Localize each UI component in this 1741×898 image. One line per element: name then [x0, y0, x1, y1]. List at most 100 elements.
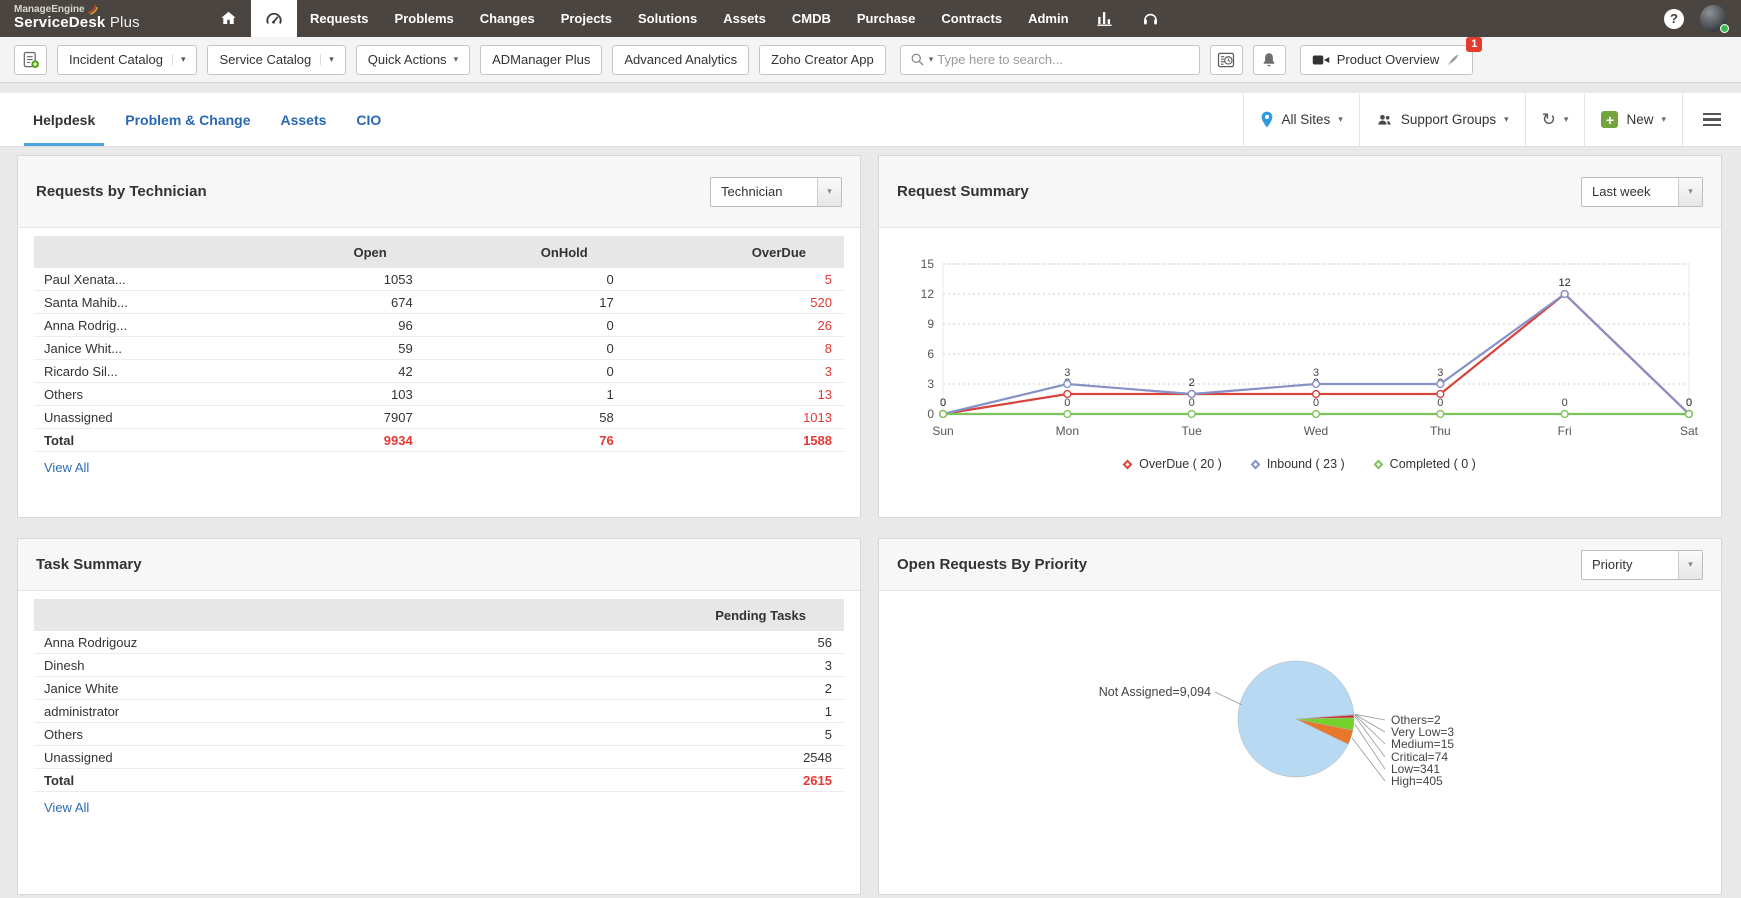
nav-item-projects[interactable]: Projects [560, 11, 612, 26]
dashboard-nav-button[interactable] [251, 0, 297, 37]
nav-item-changes[interactable]: Changes [479, 11, 535, 26]
svg-text:0: 0 [1189, 397, 1195, 409]
select-value: Technician [721, 184, 783, 199]
svg-text:2: 2 [1189, 377, 1195, 389]
svg-text:2: 2 [1189, 377, 1195, 389]
product-overview-button[interactable]: Product Overview [1299, 44, 1474, 75]
help-button[interactable]: ? [1664, 8, 1684, 29]
technician-filter-select[interactable]: Technician ▾ [710, 176, 842, 207]
headset-icon [1144, 13, 1158, 25]
nav-item-requests[interactable]: Requests [310, 11, 369, 26]
svg-text:Tue: Tue [1182, 424, 1203, 438]
manageengine-logo[interactable]: ManageEngine ServiceDesk Plus [0, 0, 205, 37]
search-icon [911, 53, 924, 66]
requests-by-technician-table: Open OnHold OverDue Paul Xenata... 1053 0 5 Sa… [34, 236, 844, 452]
task-summary-panel: Task Summary Pending Tasks Anna Rodrigou… [17, 538, 861, 895]
svg-text:0: 0 [1437, 397, 1443, 409]
chevron-down-icon: ▾ [1563, 114, 1569, 124]
legend-item: OverDue ( 20 ) [1122, 457, 1222, 471]
svg-text:Very Low=3: Very Low=3 [1391, 725, 1454, 739]
table-row: administrator 1 [34, 699, 844, 723]
advanced-analytics-button[interactable]: Advanced Analytics [612, 44, 750, 75]
chevron-down-icon: ▾ [1678, 177, 1702, 206]
avatar[interactable] [1700, 5, 1729, 33]
task-summary-table: Pending Tasks Anna Rodrigouz 56 Dinesh 3 Jan… [34, 599, 844, 792]
nav-item-assets[interactable]: Assets [723, 11, 766, 26]
svg-text:Thu: Thu [1430, 424, 1451, 438]
legend-diamond-icon [1250, 459, 1261, 469]
svg-text:9: 9 [927, 317, 934, 331]
notifications-button[interactable] [1252, 44, 1286, 75]
nav-item-cmdb[interactable]: CMDB [791, 11, 831, 26]
search-input[interactable] [937, 52, 1190, 67]
view-all-link[interactable]: View All [44, 460, 90, 475]
svg-text:Not Assigned=9,094: Not Assigned=9,094 [1099, 685, 1211, 699]
panel-title: Open Requests By Priority [897, 556, 1088, 573]
quick-actions-button[interactable]: Quick Actions ▾ [355, 44, 471, 75]
nav-item-purchase[interactable]: Purchase [856, 11, 916, 26]
total-row: Total 2615 [34, 768, 844, 792]
home-nav-button[interactable] [205, 0, 251, 37]
chevron-down-icon: ▾ [320, 54, 334, 65]
requests-by-technician-panel: Requests by Technician Technician ▾ Open… [17, 155, 861, 518]
new-dropdown[interactable]: + New ▾ [1584, 93, 1682, 146]
notification-badge: 1 [1466, 36, 1483, 52]
toolbar: Incident Catalog ▾ Service Catalog ▾ Qui… [0, 36, 1741, 83]
refresh-dropdown[interactable]: ↻ ▾ [1524, 93, 1585, 146]
location-pin-icon [1261, 111, 1272, 128]
new-note-icon [23, 51, 39, 68]
menu-button[interactable] [1682, 93, 1741, 146]
all-sites-dropdown[interactable]: All Sites ▾ [1242, 93, 1359, 146]
legend-item: Inbound ( 23 ) [1250, 457, 1345, 471]
svg-text:Low=341: Low=341 [1391, 762, 1440, 776]
service-catalog-button[interactable]: Service Catalog ▾ [207, 44, 346, 75]
period-filter-select[interactable]: Last week ▾ [1581, 176, 1703, 207]
view-all-link[interactable]: View All [44, 800, 90, 815]
svg-text:Sun: Sun [932, 424, 953, 438]
legend-diamond-icon [1122, 459, 1133, 469]
request-summary-line-chart: 03691215SunMonTueWedThuFriSat02222120032… [921, 257, 1699, 438]
new-incident-icon-button[interactable] [14, 44, 47, 75]
tab-helpdesk[interactable]: Helpdesk [18, 93, 110, 146]
online-status-dot [1720, 24, 1729, 33]
priority-filter-select[interactable]: Priority ▾ [1581, 549, 1703, 580]
table-row: Anna Rodrig... 96 0 26 [34, 313, 844, 337]
recent-items-button[interactable] [1209, 44, 1243, 75]
reports-nav-button[interactable] [1082, 0, 1128, 37]
svg-text:3: 3 [927, 377, 934, 391]
support-headset-button[interactable] [1128, 0, 1174, 37]
nav-item-admin[interactable]: Admin [1028, 11, 1069, 26]
nav-item-problems[interactable]: Problems [394, 11, 454, 26]
chart-legend: OverDue ( 20 ) Inbound ( 23 ) Completed ( … [899, 457, 1701, 471]
brand-servicedesk-text: ServiceDesk Plus [14, 14, 140, 31]
table-row: Dinesh 3 [34, 653, 844, 677]
chevron-down-icon[interactable]: ▾ [928, 54, 934, 64]
support-groups-dropdown[interactable]: Support Groups ▾ [1358, 93, 1525, 146]
tab-cio[interactable]: CIO [356, 111, 382, 128]
tab-problem-change[interactable]: Problem & Change [125, 111, 251, 128]
svg-text:0: 0 [940, 397, 946, 409]
global-search: ▾ [899, 44, 1200, 75]
panel-title: Task Summary [36, 556, 142, 573]
svg-text:Fri: Fri [1558, 424, 1572, 438]
tab-assets[interactable]: Assets [280, 111, 327, 128]
chevron-down-icon: ▾ [453, 54, 459, 64]
chevron-down-icon: ▾ [171, 54, 185, 65]
legend-diamond-icon [1373, 459, 1384, 469]
svg-text:Others=2: Others=2 [1391, 713, 1441, 727]
legend-item: Completed ( 0 ) [1373, 457, 1476, 471]
table-row: Santa Mahib... 674 17 520 [34, 290, 844, 314]
incident-catalog-button[interactable]: Incident Catalog ▾ [57, 44, 198, 75]
zoho-creator-app-button[interactable]: Zoho Creator App [759, 44, 886, 75]
main-nav: Requests Problems Changes Projects Solutions… [297, 0, 1082, 37]
panel-title: Request Summary [897, 183, 1029, 200]
select-value: Last week [1592, 184, 1651, 199]
table-row: Janice White 2 [34, 676, 844, 700]
table-row: Janice Whit... 59 0 8 [34, 336, 844, 360]
nav-item-solutions[interactable]: Solutions [638, 11, 698, 26]
nav-item-contracts[interactable]: Contracts [941, 11, 1003, 26]
spacer-strip [0, 83, 1741, 93]
svg-text:0: 0 [940, 397, 946, 409]
admanager-plus-button[interactable]: ADManager Plus [480, 44, 603, 75]
table-row: Unassigned 2548 [34, 745, 844, 769]
